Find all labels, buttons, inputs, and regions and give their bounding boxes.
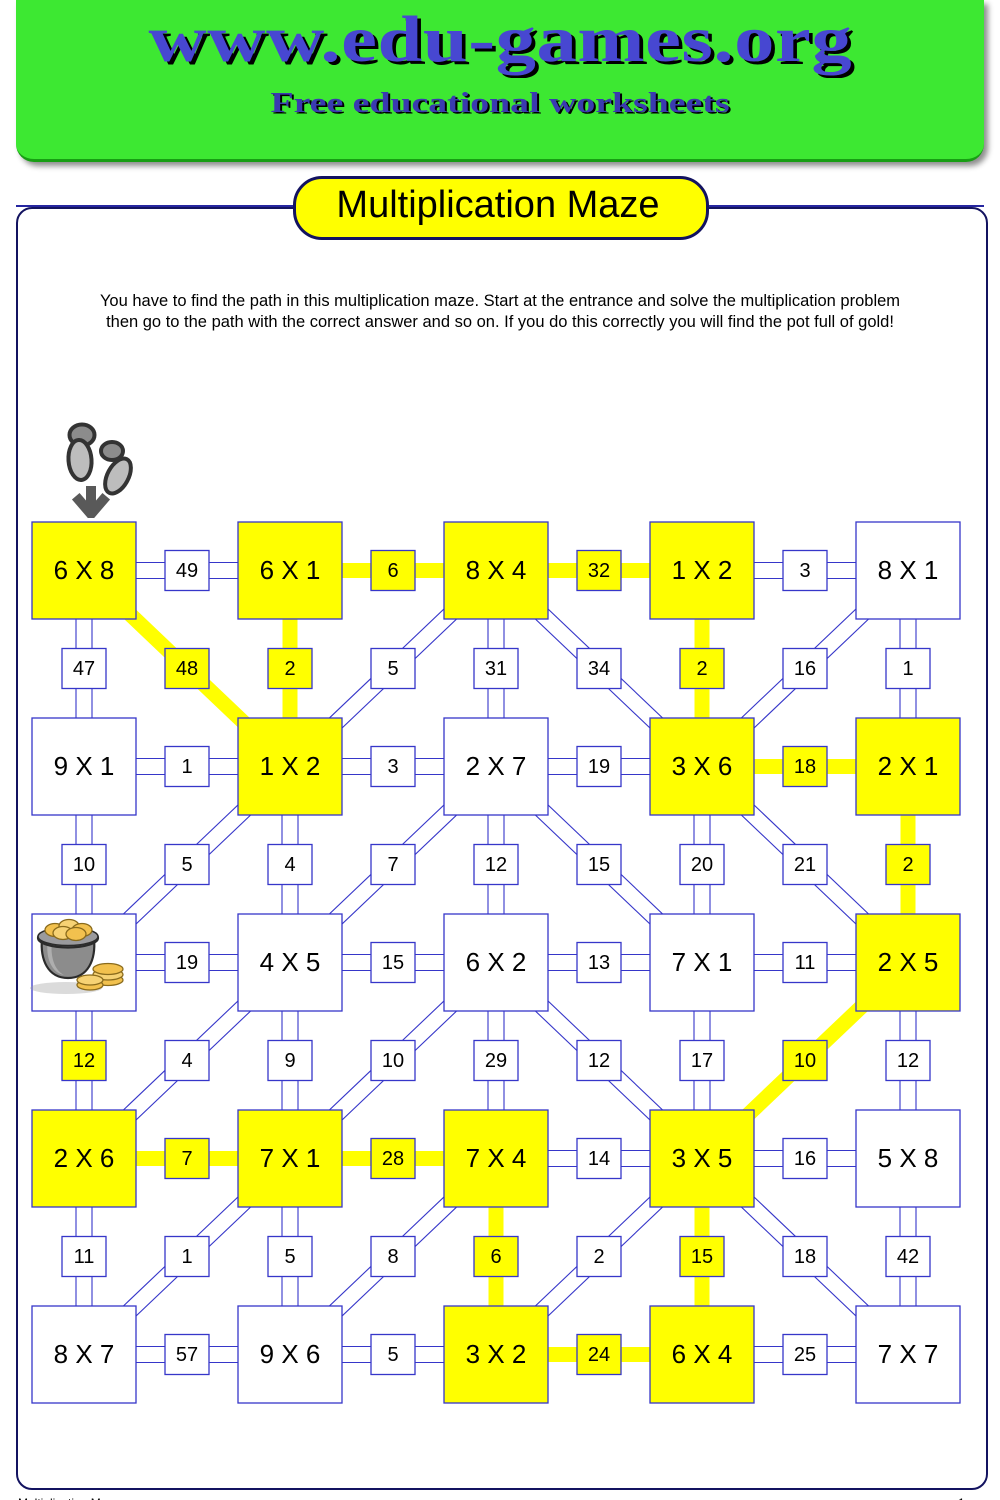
svg-text:6 X 2: 6 X 2 (466, 947, 527, 977)
svg-text:16: 16 (794, 658, 816, 680)
svg-text:29: 29 (485, 1050, 507, 1072)
svg-text:16: 16 (794, 1148, 816, 1170)
svg-text:21: 21 (794, 854, 816, 876)
svg-text:3 X 6: 3 X 6 (672, 751, 733, 781)
svg-text:25: 25 (794, 1344, 816, 1366)
svg-text:17: 17 (691, 1050, 713, 1072)
svg-text:18: 18 (794, 1246, 816, 1268)
svg-text:8 X 1: 8 X 1 (878, 555, 939, 585)
svg-text:6: 6 (490, 1246, 501, 1268)
svg-text:20: 20 (691, 854, 713, 876)
svg-text:47: 47 (73, 658, 95, 680)
svg-text:7: 7 (181, 1148, 192, 1170)
svg-text:24: 24 (588, 1344, 610, 1366)
svg-text:6 X 4: 6 X 4 (672, 1339, 733, 1369)
svg-text:32: 32 (588, 560, 610, 582)
svg-text:19: 19 (588, 756, 610, 778)
svg-text:31: 31 (485, 658, 507, 680)
svg-text:2: 2 (902, 854, 913, 876)
svg-text:15: 15 (588, 854, 610, 876)
svg-text:1: 1 (181, 756, 192, 778)
svg-text:2: 2 (284, 658, 295, 680)
svg-text:10: 10 (794, 1050, 816, 1072)
svg-text:2: 2 (696, 658, 707, 680)
svg-text:3: 3 (799, 560, 810, 582)
svg-text:8: 8 (387, 1246, 398, 1268)
svg-text:12: 12 (897, 1050, 919, 1072)
svg-text:6 X 8: 6 X 8 (54, 555, 115, 585)
svg-text:2 X 1: 2 X 1 (878, 751, 939, 781)
svg-text:6: 6 (387, 560, 398, 582)
svg-text:12: 12 (73, 1050, 95, 1072)
svg-text:7 X 1: 7 X 1 (260, 1143, 321, 1173)
svg-text:4: 4 (181, 1050, 192, 1072)
svg-text:15: 15 (691, 1246, 713, 1268)
svg-text:3 X 2: 3 X 2 (466, 1339, 527, 1369)
svg-text:3 X 5: 3 X 5 (672, 1143, 733, 1173)
svg-text:7 X 1: 7 X 1 (672, 947, 733, 977)
svg-text:14: 14 (588, 1148, 610, 1170)
svg-text:15: 15 (382, 952, 404, 974)
svg-text:8 X 4: 8 X 4 (466, 555, 527, 585)
svg-text:7: 7 (387, 854, 398, 876)
svg-text:11: 11 (74, 1246, 95, 1268)
svg-text:5 X 8: 5 X 8 (878, 1143, 939, 1173)
svg-text:1 X 2: 1 X 2 (260, 751, 321, 781)
svg-text:57: 57 (176, 1344, 198, 1366)
svg-text:5: 5 (387, 658, 398, 680)
svg-text:2 X 6: 2 X 6 (54, 1143, 115, 1173)
svg-text:9 X 6: 9 X 6 (260, 1339, 321, 1369)
svg-text:12: 12 (485, 854, 507, 876)
svg-text:4 X 5: 4 X 5 (260, 947, 321, 977)
svg-text:1: 1 (181, 1246, 192, 1268)
svg-text:11: 11 (795, 952, 816, 974)
svg-text:1 X 2: 1 X 2 (672, 555, 733, 585)
svg-text:2 X 7: 2 X 7 (466, 751, 527, 781)
svg-text:10: 10 (382, 1050, 404, 1072)
svg-text:2 X 5: 2 X 5 (878, 947, 939, 977)
svg-text:19: 19 (176, 952, 198, 974)
svg-text:5: 5 (387, 1344, 398, 1366)
svg-text:13: 13 (588, 952, 610, 974)
svg-text:5: 5 (284, 1246, 295, 1268)
svg-text:18: 18 (794, 756, 816, 778)
svg-text:4: 4 (284, 854, 295, 876)
svg-text:28: 28 (382, 1148, 404, 1170)
svg-text:5: 5 (181, 854, 192, 876)
svg-text:9 X 1: 9 X 1 (54, 751, 115, 781)
svg-text:49: 49 (176, 560, 198, 582)
svg-text:2: 2 (593, 1246, 604, 1268)
svg-text:7 X 4: 7 X 4 (466, 1143, 527, 1173)
svg-text:12: 12 (588, 1050, 610, 1072)
svg-text:6 X 1: 6 X 1 (260, 555, 321, 585)
svg-text:9: 9 (284, 1050, 295, 1072)
svg-text:8 X 7: 8 X 7 (54, 1339, 115, 1369)
svg-text:48: 48 (176, 658, 198, 680)
svg-text:3: 3 (387, 756, 398, 778)
svg-text:7 X 7: 7 X 7 (878, 1339, 939, 1369)
svg-text:10: 10 (73, 854, 95, 876)
svg-text:1: 1 (902, 658, 913, 680)
svg-text:34: 34 (588, 658, 610, 680)
svg-text:42: 42 (897, 1246, 919, 1268)
